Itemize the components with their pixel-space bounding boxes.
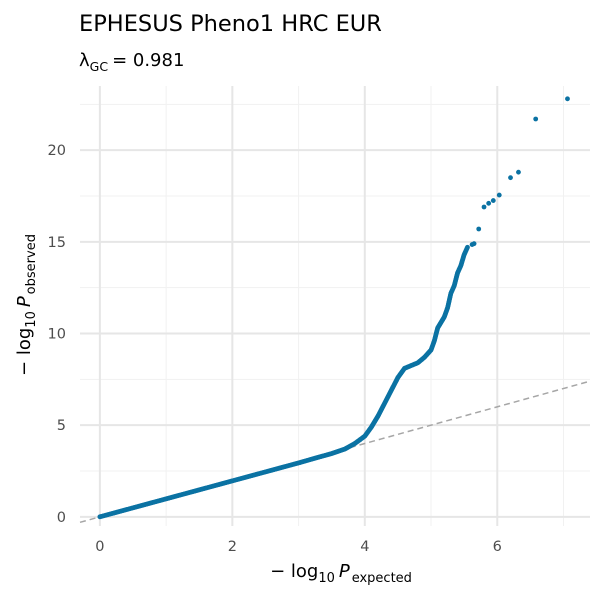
chart-subtitle: λGC = 0.981	[79, 50, 184, 74]
x-axis-label-var: P	[339, 561, 350, 582]
data-points	[97, 96, 570, 520]
x-tick-label: 4	[360, 539, 369, 555]
y-tick-label: 15	[48, 235, 66, 251]
grid-lines	[80, 86, 590, 526]
data-point	[565, 96, 570, 102]
y-tick-label: 0	[57, 510, 66, 526]
data-point	[476, 226, 482, 232]
y-axis-label-log-base: 10	[24, 311, 39, 328]
lambda-value: = 0.981	[112, 50, 184, 71]
y-tick-label: 5	[57, 418, 66, 434]
x-tick-label: 6	[493, 539, 502, 555]
y-axis-label-subscript: observed	[24, 234, 39, 294]
chart-title: EPHESUS Pheno1 HRC EUR	[79, 11, 382, 37]
y-tick-label: 10	[48, 327, 66, 343]
y-axis-label-prefix: − log	[14, 328, 35, 376]
data-point	[486, 200, 492, 206]
x-axis-label-log-base: 10	[318, 571, 335, 586]
y-axis-label: − log10 Pobserved	[14, 234, 39, 376]
x-axis-label-prefix: − log	[270, 561, 318, 582]
y-tick-labels: 0 5 10 15 20	[48, 143, 66, 526]
lambda-subscript: GC	[90, 59, 109, 74]
data-point	[516, 169, 521, 175]
data-point	[465, 244, 470, 250]
data-point	[481, 204, 487, 210]
x-axis-label-subscript: expected	[352, 571, 412, 586]
x-tick-labels: 0 2 4 6	[95, 539, 502, 555]
lambda-symbol: λ	[79, 50, 90, 71]
data-point	[471, 241, 477, 247]
data-point	[490, 198, 496, 203]
y-axis-label-var: P	[14, 296, 35, 307]
data-point	[508, 175, 513, 181]
data-point	[533, 116, 539, 122]
data-point	[496, 192, 502, 198]
x-tick-label: 0	[95, 539, 104, 555]
y-tick-label: 20	[48, 143, 66, 159]
x-tick-label: 2	[228, 539, 237, 555]
